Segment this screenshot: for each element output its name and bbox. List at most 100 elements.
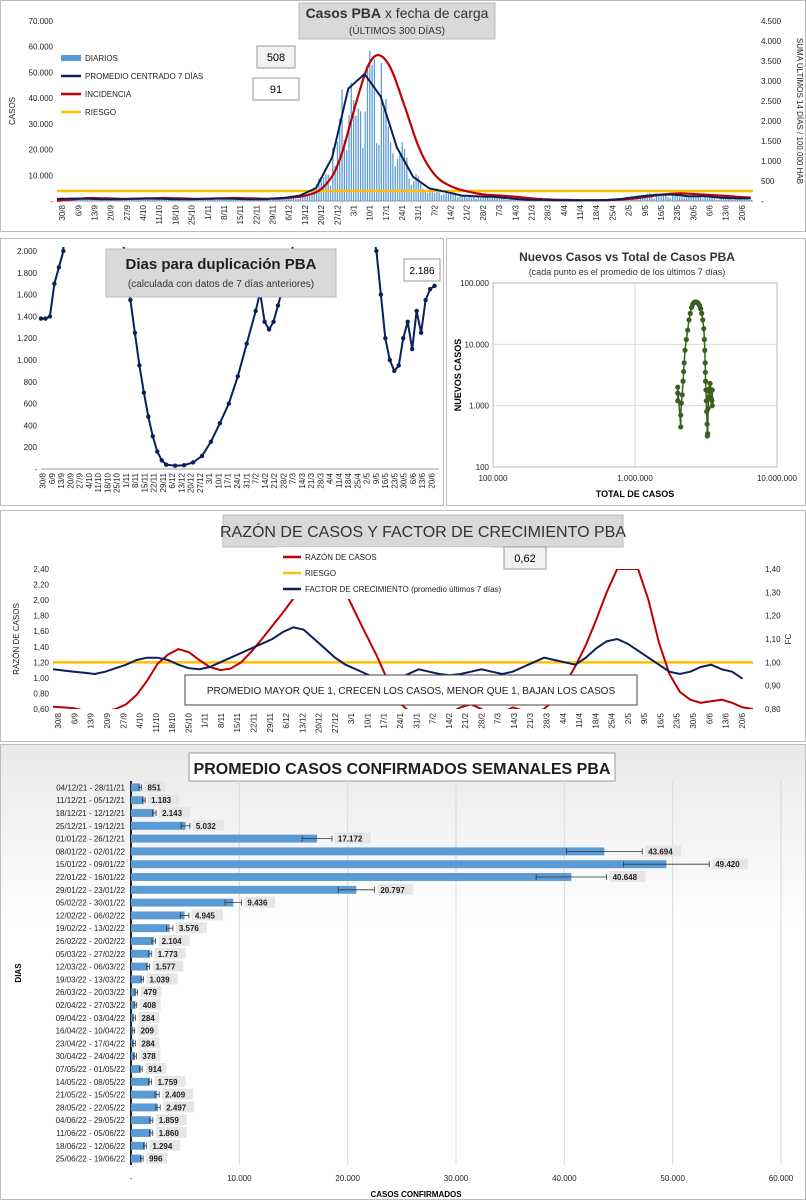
diarios-bar: [505, 199, 507, 201]
diarios-bar: [399, 154, 401, 201]
diarios-bar: [216, 200, 218, 201]
y-tick-label: 2,40: [33, 565, 49, 574]
diarios-bar: [380, 62, 382, 202]
diarios-bar: [688, 196, 690, 201]
x-tick-label: 4/4: [326, 472, 335, 484]
diarios-bar: [119, 199, 121, 201]
annotation-incidencia-box: [252, 77, 300, 101]
x-tick-label: 6/12: [285, 204, 294, 220]
x-tick-label: 28/3: [316, 472, 325, 488]
x-tick-label: 14/2: [447, 204, 456, 220]
duplicacion-point: [132, 330, 138, 335]
data-label-bg: [149, 1139, 181, 1151]
x-tick-label: 25/10: [188, 204, 197, 225]
diarios-bar: [91, 198, 93, 201]
diarios-bar: [674, 195, 676, 201]
diarios-bar: [295, 198, 297, 201]
diarios-bar: [329, 185, 332, 201]
diarios-bar: [133, 199, 135, 201]
data-label-bg: [155, 1127, 187, 1138]
diarios-bar: [228, 199, 230, 201]
x-tick-label: 8/11: [131, 472, 140, 488]
scatter-point: [675, 390, 681, 396]
x-tick-label: 6/6: [409, 472, 418, 484]
diarios-bar: [433, 192, 436, 201]
annotation-casos-box: [256, 45, 296, 69]
duplicacion-point: [128, 297, 133, 303]
diarios-bar: [722, 198, 725, 201]
y2-tick-label: 0,80: [765, 705, 781, 714]
x-tick-label: 6/9: [48, 472, 57, 484]
data-label: 17.172: [338, 835, 363, 844]
title-box: [105, 248, 337, 298]
diarios-bar: [278, 199, 281, 201]
diarios-bar: [281, 199, 283, 201]
x-tick-label: 11/4: [576, 204, 585, 220]
x-tick-label: 30/5: [400, 472, 409, 488]
weekly-bar: [131, 834, 318, 843]
y-tick-label: 0,60: [33, 705, 49, 714]
x-tick-label: 6/6: [705, 712, 714, 724]
diarios-bar: [184, 200, 186, 201]
x-tick-label: 21/2: [463, 204, 472, 220]
diarios-bar: [482, 196, 484, 201]
diarios-bar: [676, 193, 678, 201]
data-label: 3.576: [179, 924, 200, 933]
category-label: 22/01/22 - 16/01/22: [56, 873, 126, 882]
x-tick-label: 20/9: [66, 472, 75, 488]
x-tick-label: 13/6: [722, 712, 731, 728]
x-tick-label: 10.000.000: [757, 474, 798, 483]
diarios-bar: [362, 147, 364, 201]
diarios-bar: [461, 196, 463, 201]
weekly-bar: [131, 1129, 152, 1137]
duplicacion-point: [150, 434, 155, 439]
annotation-value: 2.186: [409, 266, 434, 277]
diarios-bar: [500, 198, 503, 201]
duplicacion-point: [164, 462, 169, 467]
diarios-bar: [692, 196, 695, 201]
diarios-bar: [285, 198, 288, 201]
diarios-bar: [174, 199, 177, 201]
data-label-bg: [152, 960, 184, 972]
plot-frame: [492, 282, 778, 468]
diarios-bar: [218, 198, 221, 201]
diarios-bar: [299, 195, 302, 201]
y2-tick-label: 1.500: [761, 137, 782, 146]
legend-label: RAZÓN DE CASOS: [305, 553, 377, 562]
scatter-point: [702, 369, 708, 375]
x-tick-label: 13/6: [418, 472, 427, 488]
diarios-bar: [327, 174, 329, 201]
y2-tick-label: 1,00: [765, 658, 781, 667]
diarios-bar: [137, 199, 140, 201]
data-label-bg: [712, 858, 749, 870]
y-axis-label: NUEVOS CASOS: [453, 339, 463, 412]
category-label: 26/02/22 - 20/02/22: [56, 937, 126, 946]
category-label: 14/05/22 - 08/05/22: [56, 1078, 126, 1087]
y-tick-label: 1.200: [17, 334, 38, 343]
legend-bg: [277, 547, 491, 599]
x-tick-label: 21/3: [526, 712, 535, 728]
data-label-bg: [145, 1063, 167, 1074]
diarios-bar: [727, 198, 729, 201]
chart-subtitle: (cada punto es el promedio de los último…: [529, 267, 726, 277]
diarios-bar: [151, 199, 154, 201]
diarios-bar: [325, 174, 327, 201]
diarios-bar: [135, 199, 137, 201]
x-tick-label: 6/9: [74, 204, 83, 216]
legend-label: PROMEDIO CENTRADO 7 DÍAS: [85, 72, 203, 81]
x-tick-label: 22/11: [150, 472, 159, 492]
x-tick-label: 4/10: [136, 712, 145, 728]
weekly-bar: [131, 847, 605, 856]
x-tick-label: 30.000: [444, 1174, 469, 1183]
diarios-bar: [702, 198, 704, 201]
diarios-bar: [346, 150, 348, 201]
x-tick-label: 17/1: [380, 712, 389, 728]
data-label-bg: [175, 922, 207, 934]
diarios-bar: [366, 65, 369, 201]
diarios-bar: [420, 183, 422, 201]
diarios-bar: [637, 198, 639, 201]
diarios-bar: [734, 199, 736, 201]
category-label: 19/02/22 - 13/02/22: [56, 924, 126, 933]
x-tick-label: 22/11: [252, 204, 261, 224]
chart-subtitle: (calculada con datos de 7 días anteriore…: [128, 279, 314, 290]
